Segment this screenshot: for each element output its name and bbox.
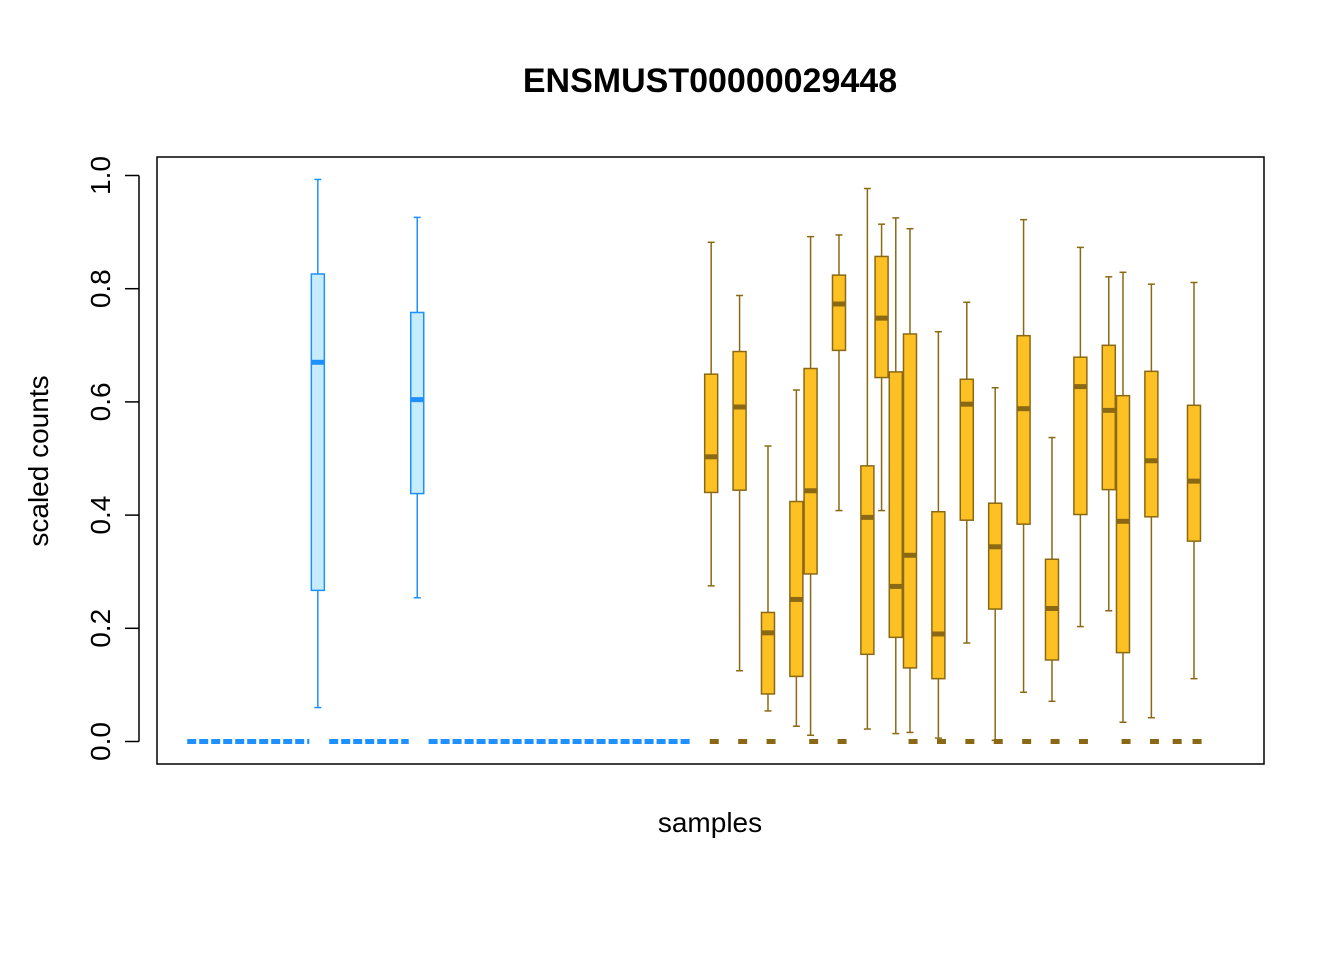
y-tick-label: 0.0 (85, 722, 116, 761)
y-tick-label: 0.4 (85, 496, 116, 535)
sample-box (789, 389, 804, 727)
sample-box (803, 235, 818, 737)
sample-box (1101, 276, 1117, 612)
sample-box (831, 234, 847, 512)
iqr-box (1144, 370, 1159, 518)
iqr-box (789, 500, 804, 678)
iqr-box (959, 378, 975, 521)
iqr-box (1186, 404, 1202, 542)
y-tick-label: 0.6 (85, 382, 116, 421)
sample-box (1016, 218, 1031, 694)
sample-box (874, 223, 889, 512)
sample-box (888, 217, 904, 735)
sample-box (732, 294, 747, 672)
y-tick-label: 1.0 (85, 156, 116, 195)
sample-box (1186, 281, 1202, 680)
boxes (310, 178, 1202, 742)
sample-box (1115, 271, 1131, 724)
sample-box (1044, 436, 1060, 703)
y-axis: 0.0 0.2 0.4 0.6 0.8 1.0 (85, 156, 140, 761)
sample-box (409, 216, 425, 599)
sample-box (902, 227, 918, 734)
sample-box (959, 301, 975, 644)
iqr-box (888, 371, 904, 639)
sample-box (1073, 246, 1088, 628)
iqr-box (409, 311, 425, 495)
iqr-box (803, 367, 818, 575)
iqr-box (1016, 334, 1031, 525)
chart-title: ENSMUST00000029448 (523, 62, 897, 100)
iqr-box (987, 502, 1003, 610)
iqr-box (1073, 356, 1088, 516)
sample-box (987, 387, 1003, 742)
iqr-box (1115, 394, 1131, 654)
iqr-box (703, 373, 719, 494)
x-axis-label: samples (658, 807, 762, 838)
sample-box (860, 187, 875, 730)
y-tick-label: 0.2 (85, 609, 116, 648)
iqr-box (1101, 344, 1117, 491)
sample-box (703, 241, 719, 587)
y-axis-label: scaled counts (23, 375, 54, 546)
sample-box (760, 445, 776, 712)
iqr-box (860, 465, 875, 656)
iqr-box (831, 274, 847, 352)
iqr-box (310, 273, 326, 592)
iqr-box (931, 510, 946, 680)
iqr-box (732, 350, 747, 491)
sample-box (310, 178, 326, 709)
iqr-box (760, 611, 776, 695)
sample-box (1144, 283, 1159, 719)
y-tick-label: 0.8 (85, 269, 116, 308)
iqr-box (902, 333, 918, 669)
plot-frame (156, 156, 1265, 765)
sample-box (931, 330, 946, 739)
